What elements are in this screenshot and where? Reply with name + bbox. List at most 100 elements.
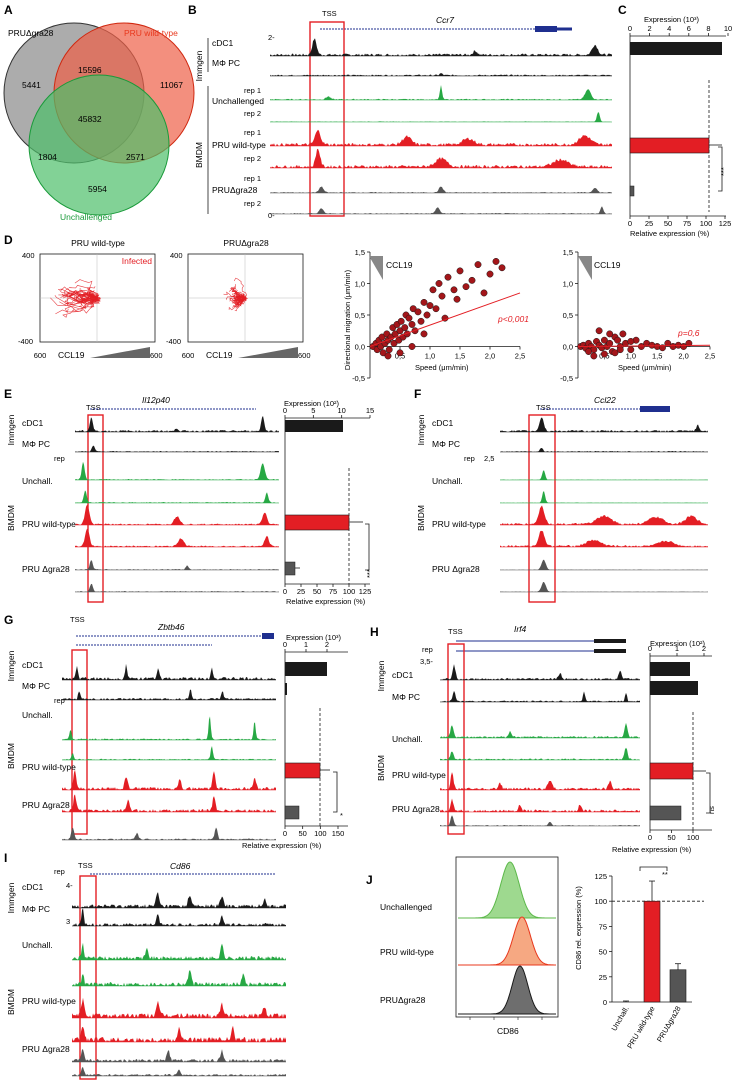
track-label: MΦ PC	[22, 681, 50, 691]
gradient-wedge	[90, 347, 150, 358]
tss-highlight-box	[71, 649, 88, 835]
venn-count: 15596	[78, 65, 102, 75]
panel-b: B TSS Ccr7 2- 0- Immgen BMDM cDC1 MΦ PC …	[188, 3, 612, 220]
scale-label: 0-	[268, 211, 275, 220]
cell-track	[71, 289, 99, 299]
flow-label: Unchallenged	[380, 902, 432, 912]
scatter-point	[462, 283, 470, 291]
trend-line	[577, 344, 711, 347]
signal-track	[75, 490, 279, 503]
tick-label: 1,5	[455, 352, 465, 361]
axis-label: -400	[18, 337, 33, 346]
scatter-point	[378, 333, 386, 341]
gene-exon	[535, 26, 557, 32]
rep-label: rep 1	[244, 128, 261, 137]
cell-track	[223, 291, 246, 299]
track-label: MΦ PC	[212, 58, 240, 68]
cell-track	[62, 291, 99, 299]
venn-count: 45832	[78, 114, 102, 124]
signal-track	[72, 908, 286, 926]
signal-track	[75, 583, 279, 592]
significance: ***	[365, 569, 374, 578]
panel-e-letter: E	[4, 387, 12, 401]
scatter-point	[600, 336, 608, 344]
tss-highlight-box	[79, 875, 97, 1080]
axis-label: -600	[147, 351, 162, 360]
bar-mphi	[650, 681, 698, 695]
signal-track	[500, 505, 708, 525]
cell-track	[70, 290, 98, 299]
signal-track	[500, 559, 708, 570]
track-label: PRU Δgra28	[22, 1044, 70, 1054]
signal-track	[62, 716, 276, 740]
cell-tracks-wt	[50, 279, 102, 318]
tick-label: 25	[297, 587, 305, 596]
track-label: Unchall.	[432, 476, 463, 486]
infected-label: Infected	[122, 256, 153, 266]
rep-label: rep 2	[244, 154, 261, 163]
signal-track	[62, 794, 276, 812]
significance: ns	[707, 806, 716, 814]
axis-title: Relative expression (%)	[242, 841, 322, 850]
signal-track	[500, 582, 708, 592]
axis-title: Relative expression (%)	[630, 229, 710, 238]
signal-track	[440, 747, 640, 760]
track-label: PRU wild-type	[212, 140, 266, 150]
scatter-point	[429, 286, 437, 294]
group-label-bmdm: BMDM	[194, 142, 204, 168]
scatter-point	[379, 349, 387, 357]
bar-mphi	[285, 683, 287, 695]
track-group-f	[500, 417, 708, 593]
track-label: cDC1	[22, 418, 44, 428]
track-label: PRU Δgra28	[432, 564, 480, 574]
signal-track	[72, 997, 286, 1018]
track-label: PRU wild-type	[392, 770, 446, 780]
tss-label: TSS	[70, 615, 85, 624]
venn-label-wt: PRU wild-type	[124, 28, 178, 38]
scatter-point	[432, 305, 440, 313]
axis-label: -600	[295, 351, 310, 360]
tick-label: 50	[313, 587, 321, 596]
panel-h: H TSS Irf4 Immgen BMDM rep 3,5- cDC1 MΦ …	[370, 624, 716, 854]
tick-label: 100	[687, 833, 700, 842]
track-label: MΦ PC	[392, 692, 420, 702]
flow-xlabel: CD86	[497, 1026, 519, 1036]
signal-track	[72, 892, 286, 908]
signal-track	[270, 112, 612, 122]
sig-bracket	[333, 771, 338, 813]
track-label: cDC1	[22, 882, 44, 892]
cell-track	[234, 297, 246, 312]
tick-group: 0 50 100 150	[283, 826, 344, 838]
signal-track	[500, 448, 708, 452]
track-group-e	[75, 415, 279, 593]
bar	[643, 900, 661, 1003]
track-group-b	[270, 38, 612, 215]
cell-track	[231, 294, 246, 302]
signal-track	[62, 769, 276, 790]
scatter-point	[600, 350, 608, 358]
significance: *	[340, 811, 343, 820]
scatter-point	[498, 264, 506, 272]
tick-label: 25	[599, 973, 607, 982]
axis-label: 400	[170, 251, 183, 260]
signal-track	[270, 85, 612, 100]
gene-exon	[557, 27, 572, 31]
scatter-point	[619, 330, 627, 338]
signal-track	[75, 461, 279, 480]
tick-group: 0 5 10 15	[283, 406, 374, 418]
cell-track	[54, 295, 98, 306]
tick-label: 2	[702, 644, 706, 653]
tick-label: 1,0	[563, 280, 573, 289]
signal-track	[75, 445, 279, 452]
tss-label: TSS	[86, 403, 101, 412]
tick-label: 10	[337, 406, 345, 415]
signal-track	[500, 470, 708, 480]
rep-label: rep	[54, 696, 65, 705]
signal-track	[440, 722, 640, 738]
tick-label: 100	[700, 219, 713, 228]
gradient-label: CCL19	[594, 260, 621, 270]
panel-d-letter: D	[4, 233, 13, 247]
gradient-wedge	[369, 256, 383, 280]
track-label: PRU wild-type	[22, 996, 76, 1006]
